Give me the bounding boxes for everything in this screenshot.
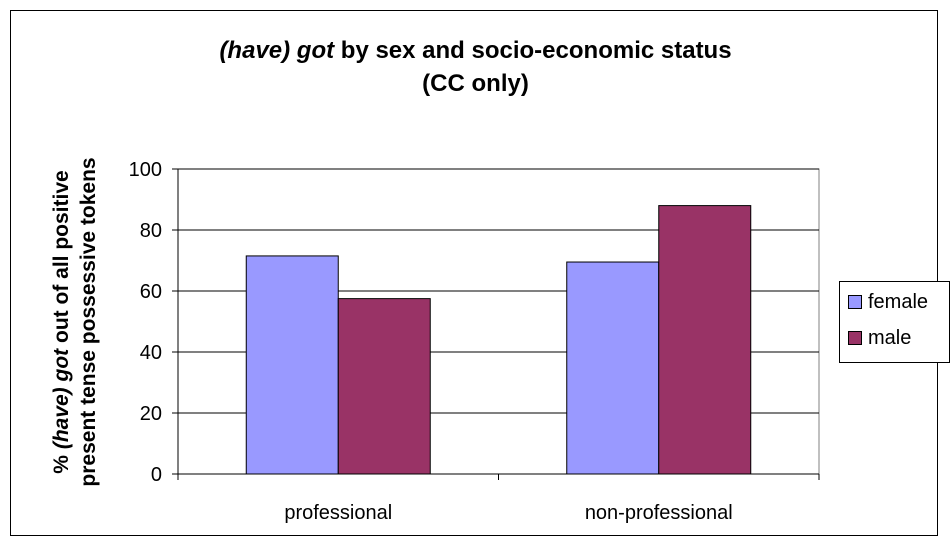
axes (172, 168, 820, 480)
y-axis-label: % (have) got out of all positive present… (50, 157, 100, 486)
y-axis-label-line-2: present tense possessive tokens (77, 157, 100, 486)
x-tick-label-professional: professional (284, 502, 392, 524)
x-tick-labels: professional non-professional (284, 502, 732, 524)
y-axis-label-line-1: % (have) got out of all positive (50, 170, 73, 473)
legend-item-male: male (848, 326, 911, 350)
y-tick-label-60: 60 (140, 281, 162, 303)
chart-title: (have) got by sex and socio-economic sta… (0, 34, 951, 100)
bars (245, 205, 752, 475)
y-axis-label-suffix: out of all positive (50, 170, 73, 349)
bar-female-non-professional (566, 261, 660, 475)
legend-label-male: male (868, 326, 912, 349)
y-axis-label-prefix: % (50, 449, 73, 474)
bar-female-professional (245, 255, 339, 475)
legend-swatch-male (848, 331, 862, 345)
y-tick-label-20: 20 (140, 403, 162, 425)
chart-title-line-1: (have) got by sex and socio-economic sta… (0, 34, 951, 67)
legend-label-female: female (868, 290, 929, 313)
y-tick-label-100: 100 (129, 159, 162, 181)
legend-item-female: female (848, 290, 928, 314)
legend-swatch-female (848, 295, 862, 309)
legend: female male (839, 281, 950, 363)
y-axis-label-italic: (have) got (50, 348, 73, 449)
y-tick-label-40: 40 (140, 342, 162, 364)
y-tick-label-0: 0 (151, 464, 162, 486)
bar-male-non-professional (658, 205, 752, 475)
x-tick-label-non-professional: non-professional (585, 502, 733, 524)
bar-male-professional (337, 298, 431, 475)
y-tick-labels: 0 20 40 60 80 100 (129, 159, 162, 486)
chart-title-italic: (have) got (219, 37, 335, 64)
y-tick-label-80: 80 (140, 220, 162, 242)
chart-title-rest: by sex and socio-economic status (334, 37, 732, 64)
chart-title-line-2: (CC only) (422, 70, 529, 97)
